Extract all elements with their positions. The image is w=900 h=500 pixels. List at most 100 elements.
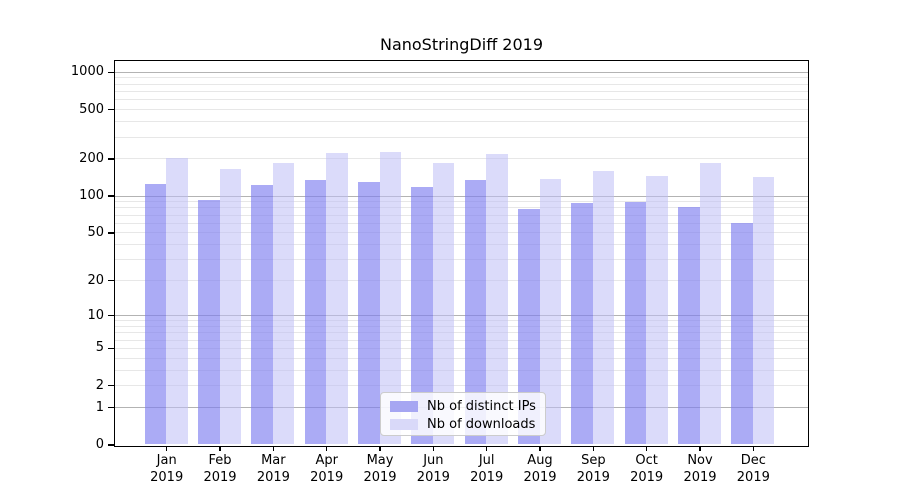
x-tick-year: 2019	[203, 470, 237, 485]
x-tick-month: Oct	[635, 453, 658, 468]
bar-nb-of-downloads-aug	[539, 178, 561, 445]
legend-label-distinct-ips: Nb of distinct IPs	[427, 398, 536, 414]
bar-nb-of-downloads-feb	[219, 169, 242, 445]
y-tick-label-200: 200	[79, 150, 104, 166]
gridline-500	[115, 109, 808, 111]
x-tick-year: 2019	[523, 470, 557, 485]
y-tick-mark-100	[107, 195, 114, 197]
x-tick-mark-dec	[752, 446, 755, 451]
gridline-3	[115, 369, 808, 371]
bar-nb-of-distinct-ips-may	[358, 181, 380, 445]
x-tick-mark-nov	[699, 446, 701, 451]
bar-nb-of-distinct-ips-apr	[304, 179, 327, 445]
gridline-100	[115, 195, 808, 197]
legend-entry-downloads: Nb of downloads	[390, 415, 545, 433]
gridline-80	[115, 207, 808, 209]
y-tick-label-1000: 1000	[70, 64, 104, 80]
gridline-7	[115, 332, 808, 334]
y-tick-mark-2	[107, 384, 114, 387]
x-tick-month: Feb	[208, 453, 232, 468]
bar-nb-of-distinct-ips-mar	[251, 184, 273, 445]
gridline-200	[115, 158, 808, 160]
y-tick-mark-1	[107, 406, 114, 409]
x-tick-month: Mar	[261, 453, 286, 468]
x-tick-year: 2019	[363, 470, 397, 485]
bar-nb-of-distinct-ips-nov	[678, 207, 700, 445]
x-tick-month: Apr	[315, 453, 338, 468]
gridline-800	[115, 83, 808, 85]
y-tick-label-50: 50	[87, 224, 104, 240]
x-tick-mark-jun	[432, 446, 435, 451]
bar-nb-of-distinct-ips-dec	[731, 222, 753, 445]
bar-nb-of-downloads-sep	[592, 171, 615, 445]
x-tick-label-jul: Jul 2019	[455, 452, 519, 486]
x-tick-label-jun: Jun 2019	[401, 452, 465, 486]
gridline-900	[115, 77, 808, 79]
bar-nb-of-distinct-ips-jan	[144, 184, 167, 445]
gridline-600	[115, 99, 808, 101]
plot-area	[114, 59, 809, 447]
x-tick-mark-mar	[272, 446, 275, 451]
gridline-90	[115, 201, 808, 203]
bar-nb-of-downloads-oct	[646, 176, 668, 445]
bar-nb-of-downloads-apr	[326, 152, 348, 445]
gridline-50	[115, 232, 808, 234]
legend-swatch-downloads	[390, 418, 418, 430]
y-tick-mark-1000	[107, 71, 114, 74]
y-tick-label-5: 5	[95, 340, 104, 356]
y-tick-label-10: 10	[87, 307, 104, 323]
gridline-8	[115, 325, 808, 327]
x-tick-year: 2019	[256, 470, 290, 485]
x-tick-month: Dec	[740, 453, 766, 468]
x-tick-mark-feb	[219, 446, 221, 451]
x-tick-month: Jun	[423, 453, 444, 468]
bar-nb-of-distinct-ips-sep	[571, 202, 593, 445]
x-tick-mark-jul	[485, 446, 488, 451]
chart-title: NanoStringDiff 2019	[379, 35, 544, 54]
x-tick-mark-apr	[325, 446, 328, 451]
y-tick-mark-500	[107, 108, 114, 111]
x-tick-label-nov: Nov 2019	[668, 452, 732, 486]
x-tick-month: Jan	[156, 453, 177, 468]
x-tick-year: 2019	[150, 470, 184, 485]
bar-nb-of-downloads-nov	[699, 162, 721, 445]
y-tick-mark-10	[107, 314, 114, 317]
y-tick-label-2: 2	[95, 377, 104, 393]
y-tick-mark-50	[107, 232, 114, 234]
y-tick-mark-5	[107, 347, 114, 350]
x-tick-label-feb: Feb 2019	[188, 452, 252, 486]
y-tick-mark-20	[107, 279, 114, 282]
x-tick-year: 2019	[416, 470, 450, 485]
legend-label-downloads: Nb of downloads	[427, 416, 536, 432]
bar-nb-of-downloads-jan	[166, 158, 188, 445]
y-tick-label-1: 1	[95, 399, 104, 415]
bar-nb-of-downloads-dec	[752, 176, 775, 445]
bar-nb-of-distinct-ips-jun	[411, 186, 433, 445]
gridline-4	[115, 357, 808, 359]
x-tick-mark-oct	[645, 446, 648, 451]
x-tick-month: Aug	[527, 453, 553, 468]
legend-entry-distinct-ips: Nb of distinct IPs	[390, 397, 545, 415]
bars-layer	[115, 61, 808, 446]
x-tick-year: 2019	[576, 470, 610, 485]
gridline-30	[115, 259, 808, 261]
x-tick-year: 2019	[310, 470, 344, 485]
gridline-10	[115, 315, 808, 317]
gridline-60	[115, 222, 808, 224]
y-tick-label-100: 100	[79, 188, 104, 203]
bar-nb-of-downloads-mar	[272, 163, 295, 445]
bar-nb-of-downloads-jun	[432, 162, 455, 445]
y-tick-label-20: 20	[87, 272, 104, 288]
y-tick-mark-200	[107, 158, 114, 160]
x-tick-label-may: May 2019	[348, 452, 412, 486]
gridline-300	[115, 136, 808, 138]
x-tick-label-aug: Aug 2019	[508, 452, 572, 486]
x-tick-label-apr: Apr 2019	[295, 452, 359, 486]
bar-nb-of-distinct-ips-jul	[464, 179, 487, 445]
gridline-700	[115, 90, 808, 92]
x-tick-mark-may	[379, 446, 381, 451]
x-tick-label-mar: Mar 2019	[241, 452, 305, 486]
y-tick-label-0: 0	[95, 437, 104, 452]
y-tick-label-500: 500	[79, 101, 104, 117]
